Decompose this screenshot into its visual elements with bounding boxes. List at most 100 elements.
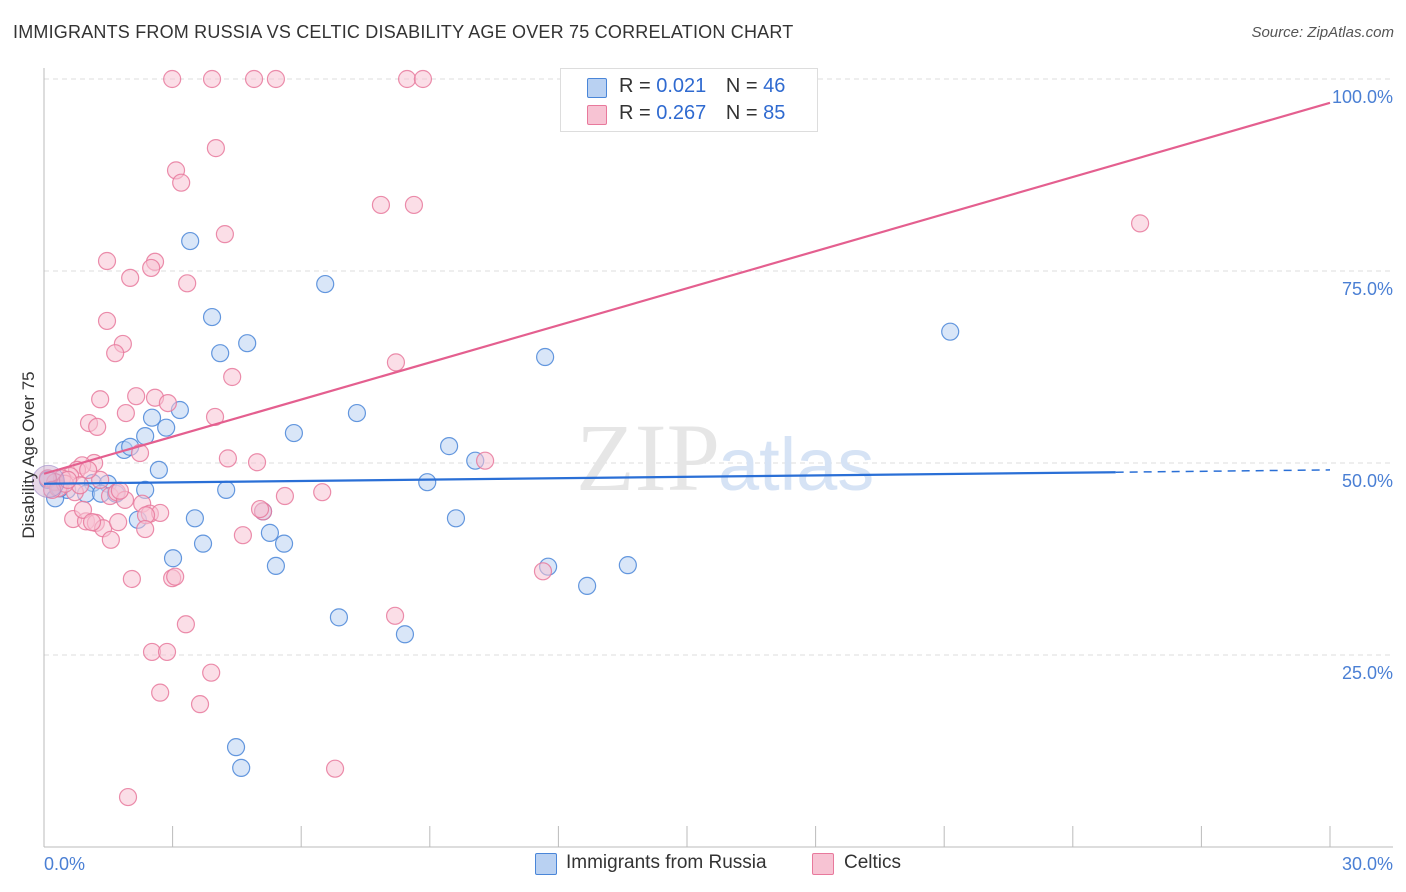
point-russia — [211, 344, 230, 363]
legend-swatch-russia — [587, 78, 607, 98]
point-celtics — [136, 519, 155, 539]
point-celtics — [79, 460, 98, 480]
bottom-legend-swatch-russia — [535, 853, 557, 875]
point-celtics — [97, 311, 117, 331]
point-celtics — [106, 344, 125, 363]
point-celtics — [116, 403, 135, 423]
y-axis-label: Disability Age Over 75 — [19, 371, 38, 539]
point-celtics — [397, 69, 417, 89]
point-russia — [446, 509, 466, 528]
point-celtics — [163, 69, 182, 89]
point-russia — [316, 274, 335, 294]
point-celtics — [190, 695, 210, 714]
point-russia — [217, 480, 236, 499]
point-celtics — [101, 530, 120, 549]
y-tick-label: 25.0% — [1342, 663, 1393, 683]
point-celtics — [223, 367, 242, 387]
point-russia — [347, 403, 367, 423]
point-russia — [142, 408, 162, 427]
legend-row-russia: R = 0.021 N = 46 — [587, 75, 786, 98]
point-russia — [193, 534, 213, 553]
point-celtics — [88, 417, 107, 437]
point-celtics — [130, 443, 150, 463]
point-russia — [232, 758, 251, 777]
point-celtics — [218, 449, 237, 468]
legend-n-label: N = — [725, 75, 758, 97]
bottom-legend-swatch-celtics — [812, 853, 834, 875]
point-celtics — [385, 606, 405, 625]
point-celtics — [404, 195, 424, 215]
point-celtics — [43, 480, 62, 499]
point-celtics — [82, 513, 102, 532]
legend-swatch-celtics — [587, 105, 607, 125]
point-celtics — [110, 481, 129, 500]
point-russia — [418, 473, 437, 492]
point-celtics — [202, 663, 221, 682]
point-celtics — [371, 195, 391, 215]
y-tick-label: 100.0% — [1332, 87, 1393, 107]
bottom-legend-celtics: Celtics — [844, 852, 902, 873]
point-celtics — [142, 258, 161, 278]
point-russia — [578, 576, 597, 595]
point-celtics — [122, 569, 141, 589]
trendline-russia-dashed — [1115, 469, 1331, 473]
point-celtics — [158, 393, 177, 413]
point-russia — [238, 334, 257, 353]
legend-r-value: 0.021 — [656, 75, 707, 97]
point-russia — [536, 347, 555, 367]
point-russia — [157, 418, 176, 437]
point-celtics — [250, 499, 270, 519]
point-cluster — [31, 464, 65, 498]
watermark-atlas: atlas — [718, 423, 874, 506]
point-russia — [284, 423, 304, 443]
legend-n-label: N = — [725, 102, 758, 124]
point-celtics — [413, 69, 433, 89]
point-russia — [181, 231, 200, 251]
x-tick-label: 0.0% — [44, 854, 85, 874]
point-celtics — [313, 483, 332, 502]
chart-title: IMMIGRANTS FROM RUSSIA VS CELTIC DISABIL… — [13, 22, 794, 42]
x-tick-label: 30.0% — [1342, 854, 1393, 874]
legend-row-celtics: R = 0.267 N = 85 — [587, 102, 786, 125]
point-celtics — [1131, 214, 1150, 233]
legend-r-label: R = — [619, 75, 651, 97]
point-celtics — [109, 513, 128, 532]
point-russia — [618, 556, 637, 575]
point-celtics — [533, 562, 553, 581]
point-celtics — [215, 225, 234, 244]
watermark-zip: ZIP — [576, 404, 720, 511]
legend-n-value: 85 — [763, 102, 786, 124]
point-russia — [149, 460, 168, 480]
point-celtics — [97, 251, 117, 271]
point-celtics — [206, 139, 225, 158]
point-russia — [439, 437, 459, 456]
point-celtics — [247, 453, 267, 472]
point-celtics — [166, 567, 185, 586]
point-celtics — [178, 274, 197, 293]
trendline-russia — [43, 471, 1116, 485]
legend-n-value: 46 — [763, 75, 786, 97]
point-russia — [202, 307, 222, 327]
point-russia — [226, 738, 246, 757]
point-celtics — [151, 683, 170, 702]
point-russia — [274, 534, 294, 553]
point-celtics — [233, 526, 253, 545]
source-label: Source: ZipAtlas.com — [1251, 24, 1394, 41]
point-celtics — [157, 642, 177, 662]
point-russia — [260, 523, 280, 542]
point-russia — [941, 322, 960, 341]
point-celtics — [176, 615, 195, 634]
point-celtics — [325, 759, 345, 778]
point-celtics — [91, 390, 110, 409]
point-russia — [163, 549, 183, 568]
point-celtics — [73, 500, 93, 519]
point-celtics — [386, 353, 406, 372]
point-celtics — [475, 451, 495, 470]
point-celtics — [172, 173, 191, 192]
legend-r-value: 0.267 — [656, 102, 707, 124]
point-russia — [266, 556, 286, 576]
point-celtics — [118, 787, 138, 807]
point-celtics — [266, 69, 286, 89]
point-celtics — [202, 69, 222, 89]
